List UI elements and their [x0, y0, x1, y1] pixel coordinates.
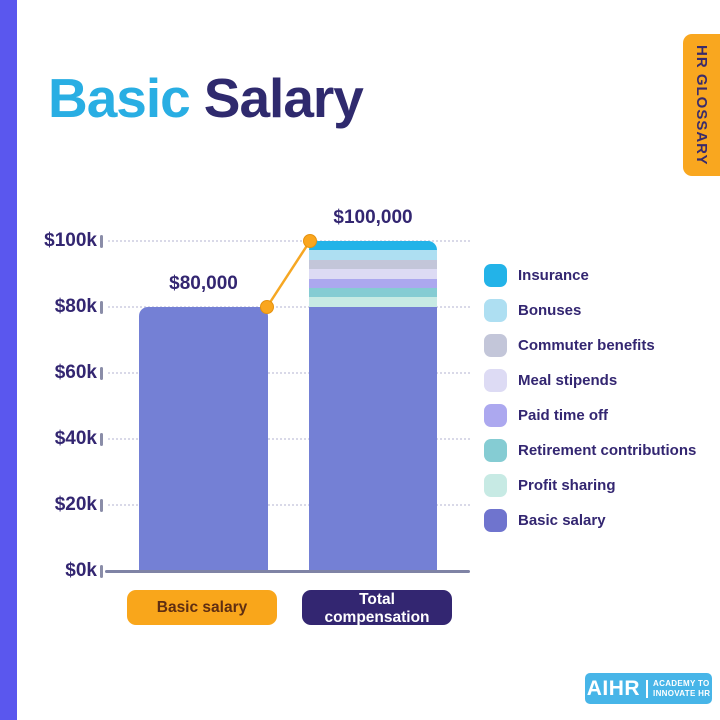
logo-divider	[646, 679, 649, 698]
segment-basic-salary	[139, 307, 268, 570]
legend-item-retirement-contributions: Retirement contributions	[484, 433, 696, 468]
aihr-logo: AIHR ACADEMY TO INNOVATE HR	[585, 673, 712, 704]
logo-subtext-line1: ACADEMY TO	[653, 678, 710, 688]
legend-swatch	[484, 404, 507, 427]
legend-item-bonuses: Bonuses	[484, 293, 696, 328]
legend-swatch	[484, 474, 507, 497]
x-label-total-compensation-button[interactable]: Total compensation	[302, 590, 452, 626]
gridline	[108, 504, 470, 506]
legend-swatch	[484, 299, 507, 322]
page-title: Basic Salary	[48, 67, 364, 129]
bar-value-label: $80,000	[169, 273, 238, 294]
segment-bonuses	[309, 250, 437, 260]
y-axis-tick	[100, 301, 103, 314]
legend-item-meal-stipends: Meal stipends	[484, 363, 696, 398]
legend-label: Retirement contributions	[518, 442, 697, 459]
segment-meal-stipends	[309, 269, 437, 279]
y-axis-label: $0k	[65, 560, 97, 581]
page-title-rest: Salary	[203, 67, 364, 129]
legend-swatch	[484, 334, 507, 357]
bar-value-label: $100,000	[333, 207, 413, 228]
y-axis-tick	[100, 235, 103, 248]
segment-paid-time-off	[309, 278, 437, 288]
hr-glossary-tab: HR GLOSSARY	[683, 34, 720, 176]
legend-item-profit-sharing: Profit sharing	[484, 468, 696, 503]
segment-basic-salary	[309, 306, 437, 570]
y-axis-label: $80k	[54, 296, 97, 317]
legend-item-basic-salary: Basic salary	[484, 503, 696, 538]
bar-basic-salary	[139, 307, 268, 570]
hr-glossary-label: HR GLOSSARY	[693, 44, 710, 166]
x-axis-line	[105, 570, 470, 573]
gridline	[108, 438, 470, 440]
y-axis-tick	[100, 565, 103, 578]
y-axis-tick	[100, 367, 103, 380]
segment-insurance	[309, 241, 437, 251]
legend-label: Commuter benefits	[518, 337, 655, 354]
logo-subtext-line2: INNOVATE HR	[653, 688, 711, 698]
legend-item-insurance: Insurance	[484, 258, 696, 293]
y-axis-label: $100k	[44, 230, 97, 251]
legend-swatch	[484, 369, 507, 392]
legend-item-commuter-benefits: Commuter benefits	[484, 328, 696, 363]
left-accent-stripe	[0, 0, 17, 720]
y-axis-label: $40k	[54, 428, 97, 449]
page-title-accent: Basic	[48, 67, 191, 129]
y-axis-label: $60k	[54, 362, 97, 383]
legend-label: Paid time off	[518, 407, 609, 424]
legend-item-paid-time-off: Paid time off	[484, 398, 696, 433]
gridline	[108, 372, 470, 374]
legend-swatch	[484, 509, 507, 532]
y-axis-tick	[100, 433, 103, 446]
x-label-basic-salary-button[interactable]: Basic salary	[127, 590, 277, 625]
segment-profit-sharing	[309, 297, 437, 307]
y-axis-tick	[100, 499, 103, 512]
segment-commuter-benefits	[309, 259, 437, 270]
legend-label: Basic salary	[518, 512, 606, 529]
bar-total-compensation	[309, 241, 437, 570]
legend-swatch	[484, 264, 507, 287]
chart-legend: Insurance Bonuses Commuter benefits Meal st…	[484, 258, 696, 538]
segment-retirement-contributions	[309, 287, 437, 298]
aihr-logo-text: AIHR	[586, 676, 641, 700]
legend-label: Profit sharing	[518, 477, 616, 494]
y-axis-label: $20k	[54, 494, 97, 515]
legend-label: Meal stipends	[518, 372, 618, 389]
legend-label: Bonuses	[518, 302, 582, 319]
legend-swatch	[484, 439, 507, 462]
legend-label: Insurance	[518, 267, 589, 284]
